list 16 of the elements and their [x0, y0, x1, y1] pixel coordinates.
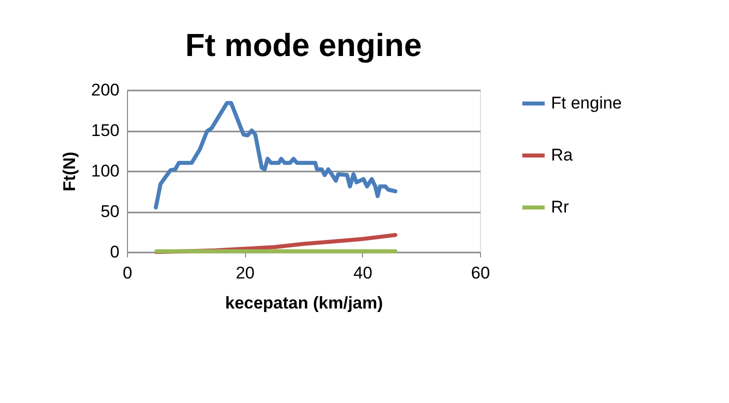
y-tick-label: 50	[100, 202, 120, 221]
x-tick-label: 20	[236, 264, 255, 282]
y-tick-label: 0	[110, 242, 120, 262]
legend-label: Rr	[551, 198, 570, 216]
y-tick-label: 150	[91, 121, 120, 140]
y-tick-label: 200	[91, 80, 120, 100]
x-axis-title: kecepatan (km/jam)	[225, 294, 383, 312]
y-tick-label: 100	[91, 162, 120, 180]
x-tick-label: 0	[122, 264, 132, 282]
line-series	[154, 100, 398, 210]
y-axis-title: Ft(N)	[60, 152, 80, 192]
chart-title: Ft mode engine	[185, 27, 422, 63]
x-tick-label: 60	[471, 264, 490, 282]
legend-label: Ft engine	[551, 94, 622, 112]
x-tick-label: 40	[353, 264, 372, 282]
legend-label: Ra	[551, 146, 574, 164]
